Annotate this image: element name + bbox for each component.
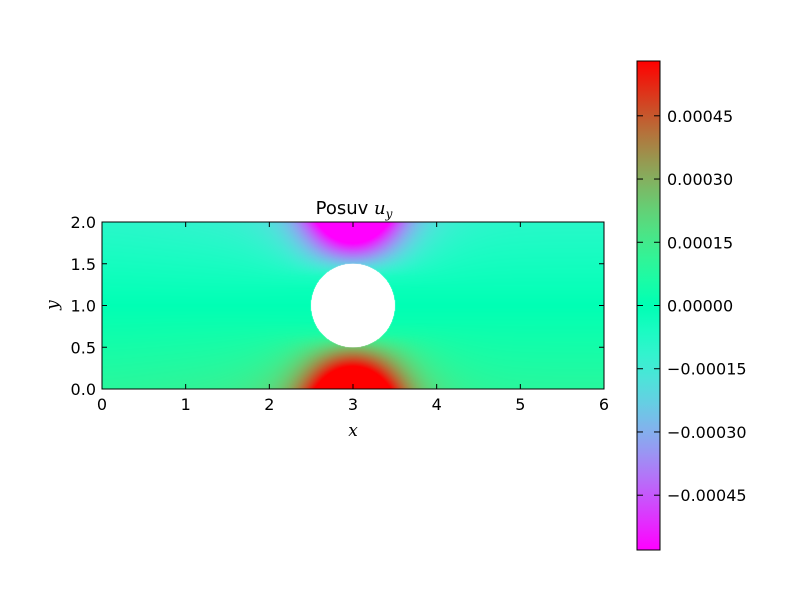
plot-area: 0 1 2 3 4 5 6 0.0 0.5 1.0 1.5 2.0 bbox=[71, 213, 610, 414]
y-tick-label: 0.0 bbox=[71, 380, 96, 399]
colorbar-tick-label: −0.00045 bbox=[667, 486, 747, 505]
x-tick-label: 0 bbox=[97, 395, 107, 414]
colorbar-tick-label: 0.00015 bbox=[667, 233, 733, 252]
colorbar-tick-label: 0.00030 bbox=[667, 170, 733, 189]
x-tick-label: 2 bbox=[264, 395, 274, 414]
x-tick-label: 4 bbox=[432, 395, 442, 414]
hole bbox=[311, 263, 395, 348]
x-tick-label: 6 bbox=[599, 395, 609, 414]
colorbar-tick-label: −0.00030 bbox=[667, 423, 747, 442]
y-axis-label: y bbox=[43, 300, 63, 311]
colorbar: −0.00045 −0.00030 −0.00015 0.00000 0.00015 0.… bbox=[636, 60, 747, 551]
colorbar-tick-label: 0.00045 bbox=[667, 107, 733, 126]
y-tick-label: 0.5 bbox=[71, 338, 96, 357]
y-tick-label: 2.0 bbox=[71, 213, 96, 232]
chart-title: Posuv uy bbox=[316, 198, 393, 221]
colorbar-tick-label: 0.00000 bbox=[667, 297, 733, 316]
y-tick-label: 1.0 bbox=[71, 297, 96, 316]
colorbar-tick-label: −0.00015 bbox=[667, 360, 747, 379]
y-tick-label: 1.5 bbox=[71, 255, 96, 274]
x-tick-label: 5 bbox=[515, 395, 525, 414]
x-tick-label: 3 bbox=[348, 395, 358, 414]
x-axis-label: x bbox=[348, 421, 358, 441]
x-tick-label: 1 bbox=[181, 395, 191, 414]
